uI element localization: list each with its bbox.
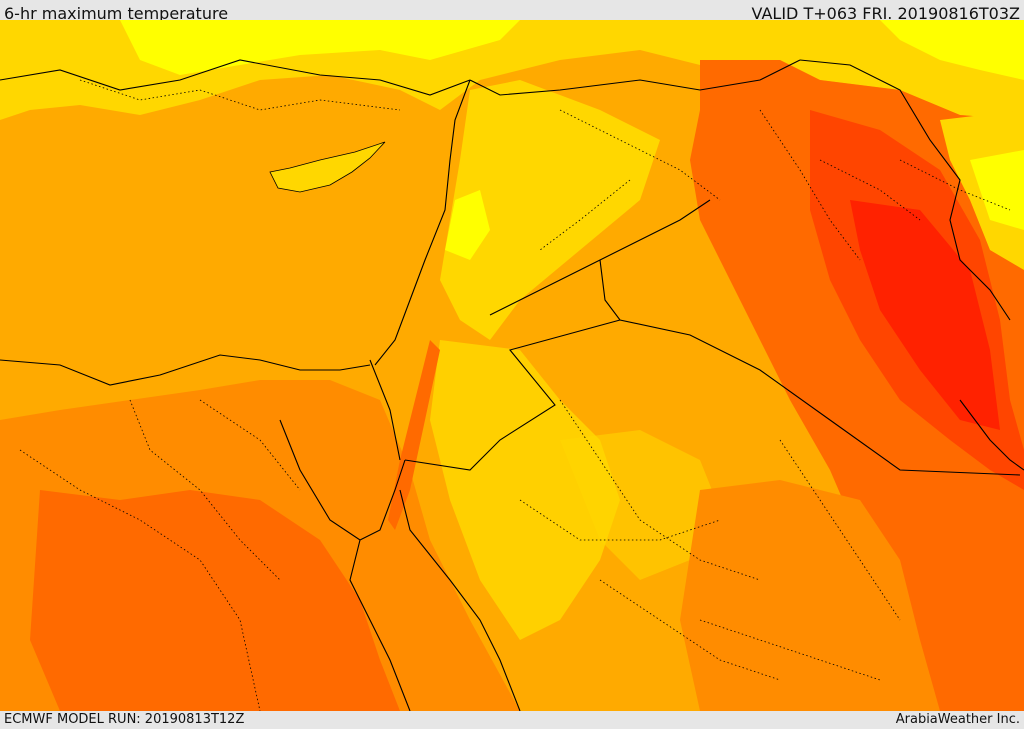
border-iraq-saudi xyxy=(599,259,1021,476)
map-title: 6-hr maximum temperature xyxy=(4,4,229,23)
field-arabia-yellow xyxy=(430,340,620,640)
border-iraq-iran xyxy=(799,59,1011,321)
border-turkey-syria xyxy=(469,59,801,96)
coast-egypt-north xyxy=(0,354,371,386)
border-jordan-saudi xyxy=(404,319,621,471)
province-borders xyxy=(19,79,1011,711)
temperature-map xyxy=(0,20,1024,711)
field-se-orange xyxy=(680,480,940,711)
coast-levant xyxy=(374,79,471,366)
field-egypt-dark xyxy=(30,490,400,711)
field-rift-dark xyxy=(388,340,440,530)
field-arabia-yellow-2 xyxy=(560,430,720,580)
country-borders xyxy=(0,59,1024,711)
model-run: ECMWF MODEL RUN: 20190813T12Z xyxy=(4,712,245,727)
header-bar: 6-hr maximum temperature VALID T+063 FRI… xyxy=(0,0,1024,23)
coast-gulf xyxy=(959,399,1024,471)
field-east-bright xyxy=(970,150,1024,230)
field-iraq-core xyxy=(850,200,1000,430)
field-north-bright-2 xyxy=(880,20,1024,80)
coast-turkey xyxy=(0,59,471,96)
field-sea xyxy=(0,100,455,370)
field-levant-bright xyxy=(445,190,490,260)
footer-bar: ECMWF MODEL RUN: 20190813T12Z ArabiaWeat… xyxy=(0,711,1024,729)
coast-red-sea-east xyxy=(399,489,521,711)
coast-red-sea xyxy=(349,539,411,711)
field-levant-yellow xyxy=(440,80,660,340)
cyprus-island xyxy=(269,141,386,193)
valid-time: VALID T+063 FRI. 20190816T03Z xyxy=(751,4,1020,23)
border-egypt-israel xyxy=(369,359,401,461)
credit-text: ArabiaWeather Inc. xyxy=(895,712,1020,727)
field-north-bright xyxy=(120,20,520,75)
